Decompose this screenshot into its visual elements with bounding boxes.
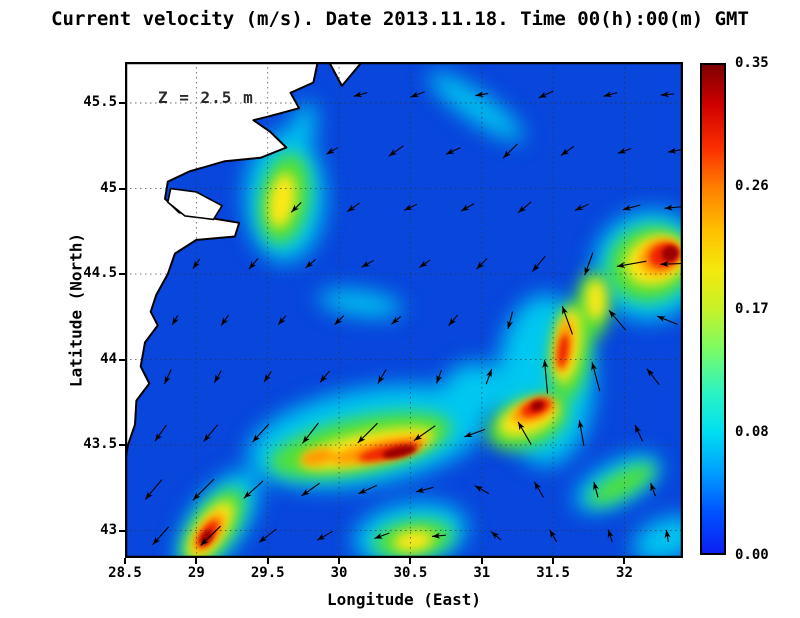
y-tick-label: 43 [100,521,117,538]
x-tick-label: 30.5 [393,565,428,581]
x-tick-mark [338,558,341,564]
x-tick-mark [480,558,483,564]
x-tick-mark [266,558,269,564]
y-tick-label: 45 [100,179,117,196]
depth-annotation: Z = 2.5 m [158,88,254,107]
colorbar-tick-label: 0.26 [735,178,769,194]
map-plot-area [125,62,683,558]
x-tick-label: 29.5 [250,565,285,581]
colorbar-tick-label: 0.00 [735,547,769,563]
y-tick-label: 45.5 [83,94,117,111]
x-tick-label: 31.5 [536,565,570,581]
colorbar-tick-label: 0.17 [735,301,769,317]
x-tick-mark [409,558,412,564]
y-tick-label: 44 [100,350,117,367]
y-tick-label: 43.5 [83,436,117,453]
colorbar-tick-label: 0.35 [735,55,769,71]
x-tick-mark [195,558,198,564]
delta-spit [328,62,363,87]
x-tick-mark [623,558,626,564]
y-tick-mark [119,273,125,276]
x-tick-mark [124,558,126,564]
x-axis-label: Longitude (East) [326,590,482,609]
colorbar-tick-label: 0.08 [735,424,769,440]
y-tick-mark [119,358,125,361]
y-tick-label: 44.5 [83,265,117,282]
plot-frame [125,62,683,558]
x-tick-label: 32 [616,565,633,581]
y-tick-mark [119,444,125,447]
x-tick-label: 31 [473,565,491,581]
current-vectors [144,90,683,546]
x-tick-label: 28.5 [108,565,142,581]
x-tick-mark [552,558,555,564]
y-tick-mark [119,187,125,190]
colorbar [700,63,726,555]
land-coastline [125,62,319,464]
y-tick-mark [119,102,125,105]
y-tick-mark [119,529,125,532]
figure-title: Current velocity (m/s). Date 2013.11.18.… [51,8,749,30]
x-tick-label: 30 [330,565,348,581]
x-tick-label: 29 [187,565,205,581]
